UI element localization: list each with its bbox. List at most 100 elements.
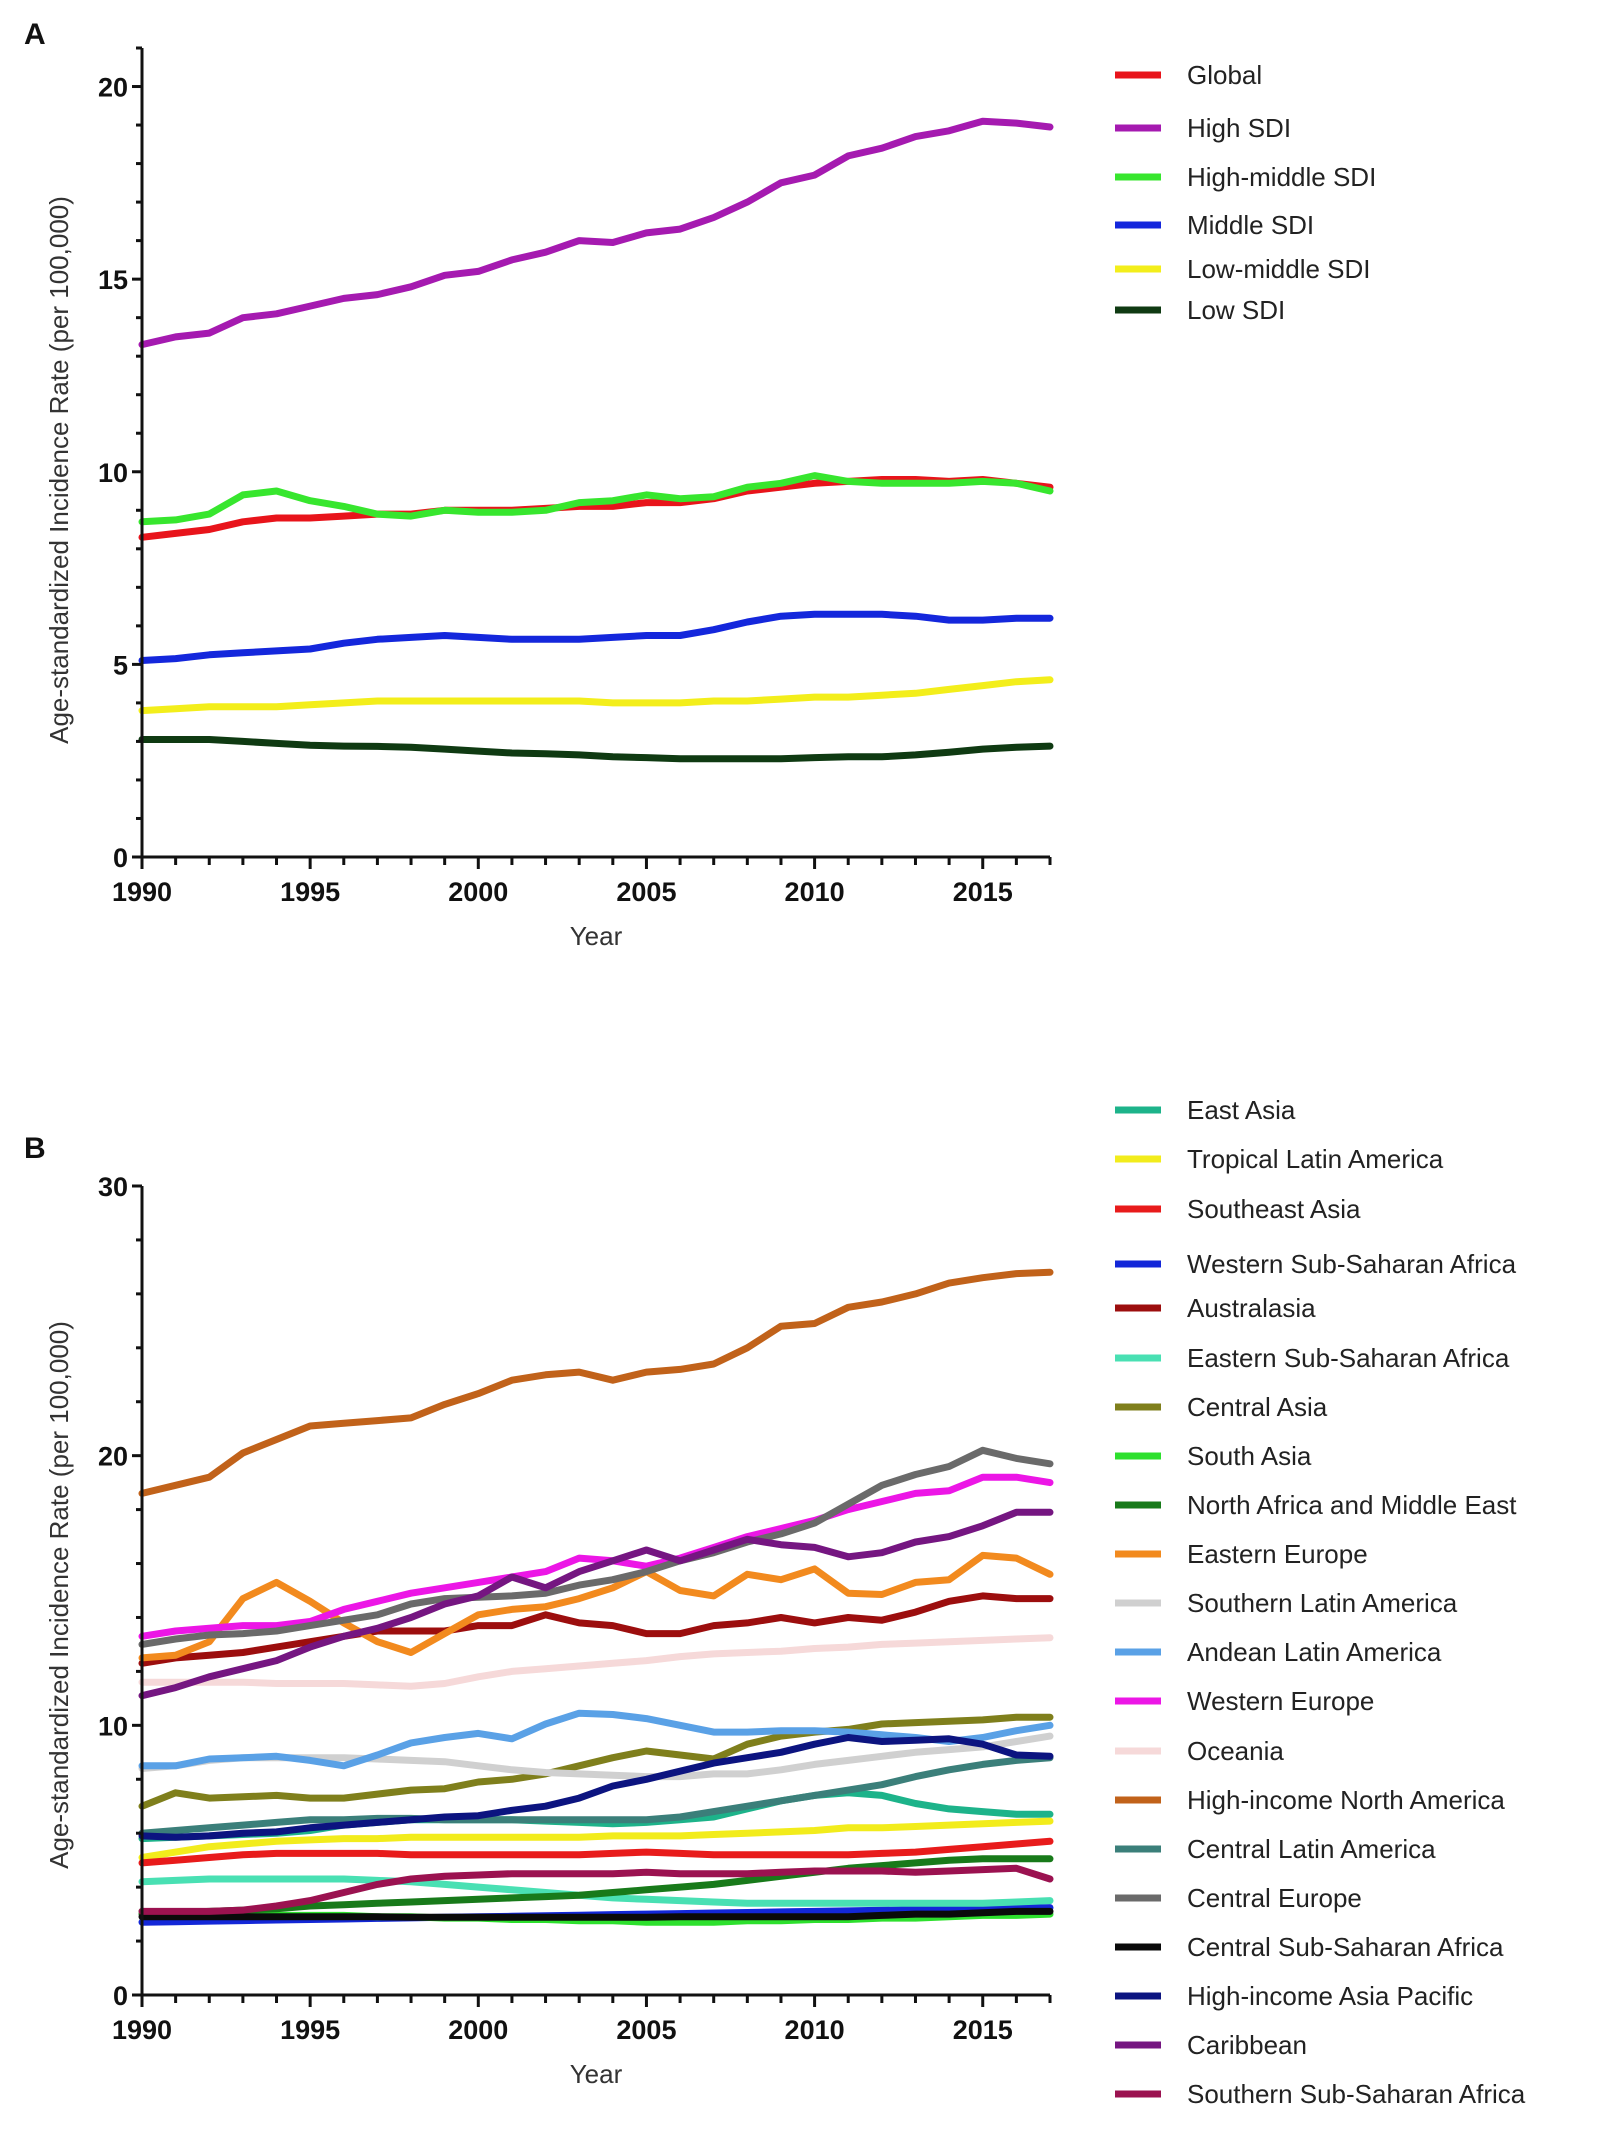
panel-b-axes: 0 10 20 30 1990 1995 2000 2005 2010 2015 [98,1172,1052,2045]
panel-b-x-tick-label: 1995 [280,2015,340,2045]
panel-a-y-axis-title: Age-standardized Incidence Rate (per 100… [44,196,74,744]
panel-b-series-southeast-asia [138,1837,1054,1867]
panel-b-series-central-sub-saharan-africa [138,1907,1054,1921]
panel-a-legend-item-high-sdi: High SDI [1115,113,1291,143]
panel-a-y-tick-label: 0 [113,843,128,873]
legend-label: North Africa and Middle East [1187,1490,1517,1520]
legend-label: East Asia [1187,1095,1296,1125]
panel-a-y-tick-label: 20 [98,73,128,103]
panel-b-x-tick-label: 2015 [953,2015,1013,2045]
panel-a-legend: Global High SDI High-middle SDI Middle SDI L… [1115,60,1376,325]
legend-label: Andean Latin America [1187,1637,1442,1667]
panel-b-series-central-asia [138,1713,1054,1810]
panel-b-series-western-europe [138,1473,1054,1640]
panel-a-x-tick-label: 2010 [785,877,845,907]
panel-a-y-tick-label: 5 [113,650,128,680]
panel-b-x-tick-label: 1990 [112,2015,172,2045]
panel-b-legend-item-southeast-asia: Southeast Asia [1115,1194,1361,1224]
panel-b-x-tick-label: 2005 [616,2015,676,2045]
panel-b-series-central-latin-america [138,1754,1054,1837]
legend-label: High-income Asia Pacific [1187,1981,1473,2011]
panel-b-letter: B [24,1132,46,1165]
legend-label: Southern Latin America [1187,1588,1458,1618]
legend-label: Low-middle SDI [1187,254,1371,284]
panel-a-legend-item-middle-sdi: Middle SDI [1115,210,1314,240]
panel-b-y-tick-label: 10 [98,1711,128,1741]
legend-label: South Asia [1187,1441,1312,1471]
panel-b-legend-item-east-asia: East Asia [1115,1095,1296,1125]
legend-label: Middle SDI [1187,210,1314,240]
panel-a-series-middle-sdi [138,610,1054,664]
panel-a-series-high-middle-sdi [138,472,1054,526]
panel-b-series-australasia [138,1592,1054,1667]
panel-b-legend-item-andean-latin-america: Andean Latin America [1115,1637,1442,1667]
panel-b-series-tropical-latin-america [138,1817,1054,1861]
panel-a-series-low-sdi [138,736,1054,763]
panel-b-y-axis-title: Age-standardized Incidence Rate (per 100… [44,1321,74,1869]
panel-b-x-tick-label: 2010 [785,2015,845,2045]
legend-label: High-middle SDI [1187,162,1376,192]
panel-a-legend-item-low-middle-sdi: Low-middle SDI [1115,254,1371,284]
panel-b-legend-item-north-africa-and-middle-east: North Africa and Middle East [1115,1490,1517,1520]
panel-a-x-tick-label: 2000 [448,877,508,907]
panel-b-legend-item-eastern-sub-saharan-africa: Eastern Sub-Saharan Africa [1115,1343,1510,1373]
panel-a-axes: 0 5 10 15 20 1990 1995 2000 2005 2010 2015 [98,46,1052,907]
panel-b-legend-item-western-sub-saharan-africa: Western Sub-Saharan Africa [1115,1249,1517,1279]
panel-a-legend-item-high-middle-sdi: High-middle SDI [1115,162,1376,192]
legend-label: Southern Sub-Saharan Africa [1187,2079,1526,2109]
legend-label: Low SDI [1187,295,1285,325]
panel-b-x-axis-title: Year [570,2059,623,2089]
panel-b-legend-item-caribbean: Caribbean [1115,2030,1307,2060]
panel-a-x-axis-title: Year [570,921,623,951]
panel-b-series-southern-sub-saharan-africa [138,1864,1054,1915]
panel-b-legend-item-tropical-latin-america: Tropical Latin America [1115,1144,1444,1174]
panel-b-legend-item-central-europe: Central Europe [1115,1883,1362,1913]
legend-label: High-income North America [1187,1785,1505,1815]
panel-a-y-tick-label: 10 [98,458,128,488]
legend-label: Tropical Latin America [1187,1144,1444,1174]
panel-b-legend-item-eastern-europe: Eastern Europe [1115,1539,1368,1569]
panel-b-legend-item-western-europe: Western Europe [1115,1686,1374,1716]
legend-label: Australasia [1187,1293,1316,1323]
legend-label: Central Sub-Saharan Africa [1187,1932,1504,1962]
panel-b-series-north-africa-and-middle-east [138,1855,1054,1918]
legend-label: Western Sub-Saharan Africa [1187,1249,1517,1279]
panel-b-y-tick-label: 20 [98,1442,128,1472]
panel-a-legend-item-global: Global [1115,60,1262,90]
legend-label: Eastern Sub-Saharan Africa [1187,1343,1510,1373]
panel-a-legend-item-low-sdi: Low SDI [1115,295,1285,325]
panel-b-y-tick-label: 30 [98,1172,128,1202]
legend-label: Central Europe [1187,1883,1362,1913]
panel-a-series-high-sdi [138,117,1054,349]
panel-b-legend-item-south-asia: South Asia [1115,1441,1312,1471]
panel-a-x-tick-label: 2005 [616,877,676,907]
panel-a-series-low-middle-sdi [138,676,1054,715]
panel-b-series-group [138,1268,1054,1926]
panel-b-series-andean-latin-america [138,1709,1054,1770]
panel-a-series-group [138,117,1054,763]
legend-label: High SDI [1187,113,1291,143]
panel-b: B 0 10 20 30 1990 1995 2000 2005 2010 2015 Year A… [24,1095,1526,2109]
panel-b-y-tick-label: 0 [113,1981,128,2011]
panel-b-legend-item-oceania: Oceania [1115,1736,1284,1766]
panel-b-legend-item-southern-latin-america: Southern Latin America [1115,1588,1458,1618]
panel-b-legend-item-southern-sub-saharan-africa: Southern Sub-Saharan Africa [1115,2079,1526,2109]
panel-b-legend-item-australasia: Australasia [1115,1293,1316,1323]
legend-label: Caribbean [1187,2030,1307,2060]
legend-label: Global [1187,60,1262,90]
panel-a-series-global [138,476,1054,541]
panel-b-series-central-europe [138,1446,1054,1648]
legend-label: Western Europe [1187,1686,1374,1716]
panel-b-series-oceania [138,1634,1054,1690]
panel-b-legend-item-high-income-north-america: High-income North America [1115,1785,1505,1815]
panel-b-series-eastern-europe [138,1551,1054,1662]
panel-a-letter: A [24,18,46,51]
panel-b-legend-item-central-latin-america: Central Latin America [1115,1834,1436,1864]
panel-b-series-high-income-asia-pacific [138,1734,1054,1841]
panel-a-x-tick-label: 1995 [280,877,340,907]
legend-label: Central Asia [1187,1392,1328,1422]
panel-b-legend-item-high-income-asia-pacific: High-income Asia Pacific [1115,1981,1473,2011]
legend-label: Oceania [1187,1736,1284,1766]
